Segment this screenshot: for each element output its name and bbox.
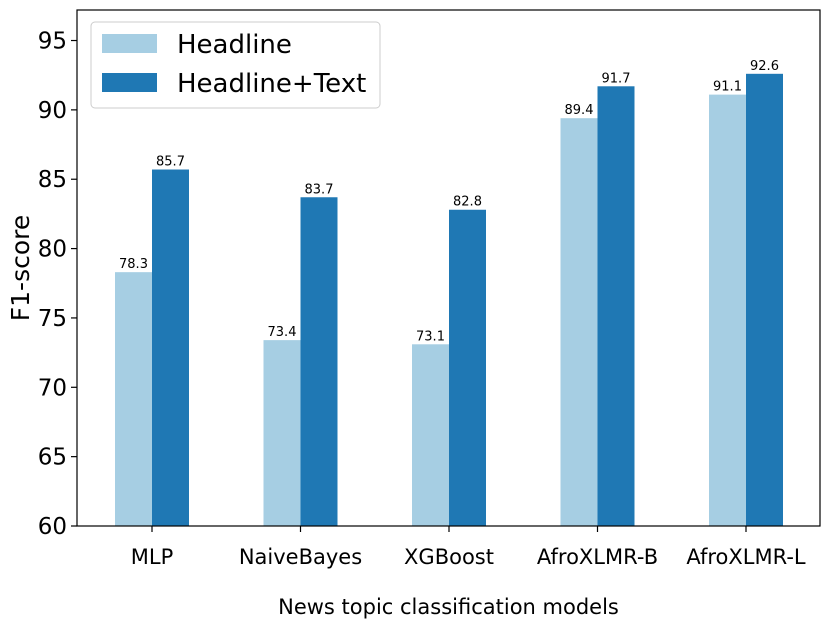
bar-value-label: 82.8 [453,195,482,210]
y-tick-label: 85 [38,167,67,193]
bar-value-label: 92.6 [750,59,779,74]
x-tick-label: MLP [131,545,173,569]
bar-value-label: 89.4 [565,103,594,118]
y-tick-label: 80 [38,237,67,263]
bar-headline-text-afroxlmr-l [746,73,783,526]
bar-headline-text-afroxlmr-b [597,86,635,527]
x-axis-label: News topic classification models [278,595,619,619]
bar-headline-text-naivebayes [300,197,338,527]
legend-swatch [102,34,157,53]
y-tick-label: 65 [38,445,67,471]
bar-value-label: 85.7 [156,155,185,170]
x-tick-label: AfroXLMR-L [686,545,806,569]
y-tick-label: 90 [38,98,67,124]
bar-headline-xgboost [412,344,449,526]
y-axis: 60 65 70 75 80 85 90 95 [38,29,77,540]
bar-headline-text-mlp [152,169,189,527]
x-tick-label: NaiveBayes [239,545,362,569]
bar-value-label: 73.1 [416,329,445,344]
y-axis-label: F1-score [6,215,35,321]
legend-swatch [102,73,157,92]
bar-headline-naivebayes [263,340,301,526]
x-axis: MLP NaiveBayes XGBoost AfroXLMR-B AfroXLMR-L [131,526,806,569]
legend-label: Headline+Text [177,69,366,99]
bar-headline-afroxlmr-b [560,118,598,527]
legend-box [90,21,381,109]
legend: Headline Headline+Text [90,21,381,109]
bar-headline-mlp [115,272,152,526]
bar-value-label: 91.1 [713,80,742,95]
y-tick-label: 60 [38,514,67,540]
y-tick-label: 70 [38,375,67,401]
bar-value-label: 91.7 [602,71,631,86]
bar-value-label: 83.7 [305,182,334,197]
bar-headline-text-xgboost [449,209,486,526]
bar-headline-afroxlmr-l [709,94,746,526]
plot-frame [76,9,821,527]
x-tick-label: AfroXLMR-B [537,545,658,569]
bar-value-label: 78.3 [119,257,148,272]
y-tick-label: 95 [38,29,67,55]
x-tick-label: XGBoost [404,545,494,569]
legend-label: Headline [177,30,292,60]
bars-group: 78.3 73.4 73.1 89.4 91.1 85.7 83.7 82.8 91.7 92.6 [115,59,783,527]
bar-value-label: 73.4 [268,325,297,340]
y-tick-label: 75 [38,306,67,332]
